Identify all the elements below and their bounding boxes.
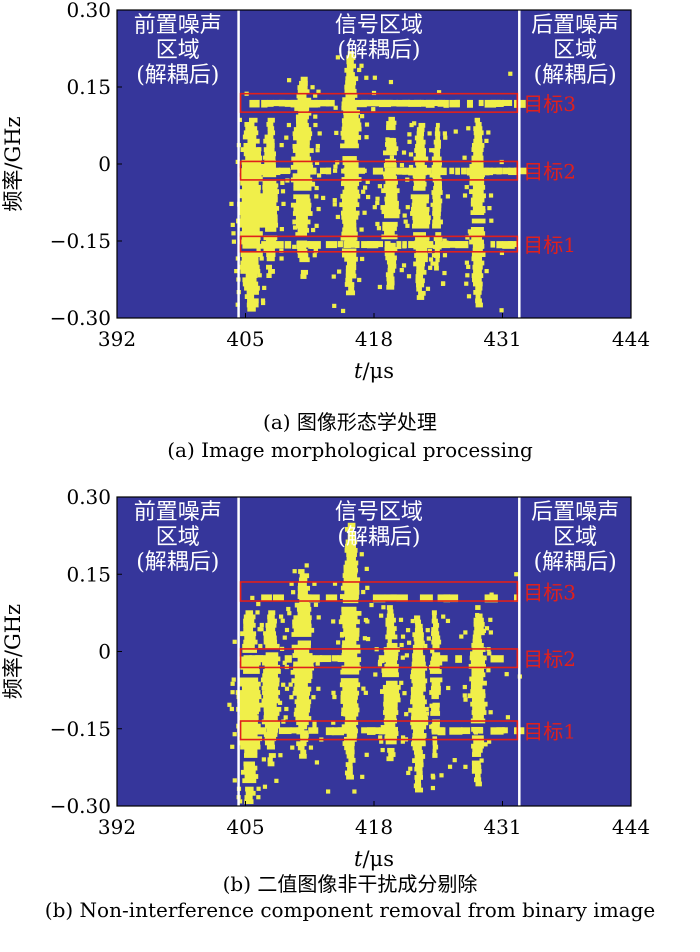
region-label-line: (解耦后) bbox=[136, 550, 219, 575]
caption-en-b: (b) Non-interference component removal f… bbox=[44, 898, 656, 922]
plot-background bbox=[117, 497, 631, 806]
y-tick-label: 0 bbox=[98, 640, 111, 664]
region-label-line: 信号区域 bbox=[335, 13, 423, 38]
y-tick-label: 0.30 bbox=[66, 485, 111, 509]
x-axis-label: t/μs bbox=[354, 847, 394, 871]
region-label-line: (解耦后) bbox=[337, 525, 420, 550]
y-axis-label: 频率/GHz bbox=[1, 604, 25, 699]
y-tick-label: −0.30 bbox=[50, 306, 111, 330]
target-box-2 bbox=[239, 648, 519, 669]
panel-a: 目标3 目标2 目标1 前置噪声 区域 (解耦后) 信号区域 (解耦后) 后置噪声 区域 (解耦后)… bbox=[1, 0, 650, 462]
spectrogram-a: 目标3目标2目标1前置噪声区域(解耦后)信号区域(解耦后)后置噪声区域(解耦后)… bbox=[1, 0, 650, 383]
x-tick-label: 392 bbox=[98, 815, 136, 839]
target-box-1 bbox=[239, 92, 519, 113]
region-label-line: 信号区域 bbox=[335, 500, 423, 525]
x-tick-label: 418 bbox=[355, 815, 393, 839]
y-tick-label: 0 bbox=[98, 152, 111, 176]
signal-blob-4 bbox=[331, 522, 370, 780]
y-tick-label: −0.15 bbox=[50, 229, 111, 253]
target-box-3 bbox=[239, 720, 519, 741]
region-label-line: 区域 bbox=[156, 525, 200, 550]
y-tick-label: −0.30 bbox=[50, 794, 111, 818]
target-box-1 bbox=[239, 581, 519, 602]
signal-blob-3 bbox=[284, 569, 321, 759]
x-tick-label: 444 bbox=[612, 327, 650, 351]
region-label-line: 前置噪声 bbox=[134, 13, 222, 38]
region-label-line: (解耦后) bbox=[534, 63, 617, 88]
target-box-2 bbox=[239, 160, 519, 181]
region-label-line: (解耦后) bbox=[534, 550, 617, 575]
y-axis-label: 频率/GHz bbox=[1, 116, 25, 211]
caption-cn-b: (b) 二值图像非干扰成分剔除 bbox=[222, 872, 478, 896]
caption-en-a: (a) Image morphological processing bbox=[167, 438, 533, 462]
region-label-line: (解耦后) bbox=[136, 63, 219, 88]
panel-b: 目标3 目标2 目标1 前置噪声 区域 (解耦后) 信号区域 (解耦后) 后置噪声 区域 (解耦后)… bbox=[0, 476, 700, 952]
y-tick-label: 0.30 bbox=[66, 0, 111, 22]
signal-blob-5 bbox=[372, 116, 410, 290]
target-label-2: 目标2 bbox=[523, 160, 576, 184]
signal-layer bbox=[229, 51, 527, 314]
signal-blob-7 bbox=[423, 610, 451, 758]
y-tick-label: 0.15 bbox=[66, 75, 111, 99]
region-label-line: 区域 bbox=[156, 38, 200, 63]
y-tick-label: 0.15 bbox=[66, 562, 111, 586]
x-tick-label: 405 bbox=[226, 327, 264, 351]
y-tick-label: −0.15 bbox=[50, 717, 111, 741]
target-label-1: 目标3 bbox=[523, 92, 576, 116]
caption-cn-a: (a) 图像形态学处理 bbox=[263, 410, 437, 434]
x-axis-label: t/μs bbox=[354, 359, 394, 383]
region-label-line: 区域 bbox=[553, 525, 597, 550]
x-tick-label: 392 bbox=[98, 327, 136, 351]
region-label-line: 前置噪声 bbox=[134, 500, 222, 525]
x-tick-label: 431 bbox=[483, 327, 521, 351]
speckle-noise bbox=[244, 71, 513, 314]
region-label-2: 信号区域(解耦后) bbox=[335, 13, 423, 63]
region-label-line: 后置噪声 bbox=[531, 500, 619, 525]
target-label-3: 目标1 bbox=[523, 719, 576, 743]
x-tick-label: 418 bbox=[355, 327, 393, 351]
region-label-line: 区域 bbox=[553, 38, 597, 63]
speckle-noise bbox=[247, 563, 522, 794]
x-tick-label: 405 bbox=[226, 815, 264, 839]
target-box-3 bbox=[239, 235, 519, 253]
target-label-1: 目标3 bbox=[523, 581, 576, 605]
signal-band-2 bbox=[243, 655, 504, 664]
region-label-line: 后置噪声 bbox=[531, 13, 619, 38]
spectrogram-b: 目标3目标2目标1前置噪声区域(解耦后)信号区域(解耦后)后置噪声区域(解耦后)… bbox=[1, 485, 650, 871]
target-label-3: 目标1 bbox=[523, 233, 576, 257]
target-label-2: 目标2 bbox=[523, 647, 576, 671]
region-label-2: 信号区域(解耦后) bbox=[335, 500, 423, 550]
x-tick-label: 431 bbox=[483, 815, 521, 839]
plot-background bbox=[117, 10, 631, 318]
signal-blob-8 bbox=[462, 117, 494, 308]
x-tick-label: 444 bbox=[612, 815, 650, 839]
region-label-line: (解耦后) bbox=[337, 38, 420, 63]
